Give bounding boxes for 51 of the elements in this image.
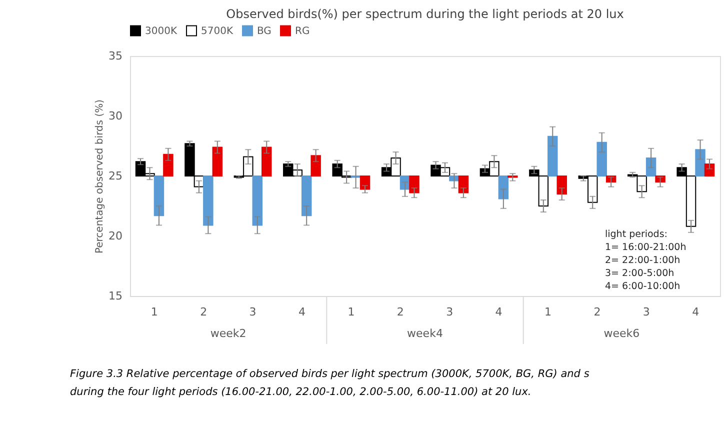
y-tick-label: 15 [108, 290, 122, 302]
bar [458, 176, 469, 194]
x-tick-label: 2 [200, 306, 208, 318]
y-tick-label: 30 [108, 110, 122, 122]
bar [154, 176, 164, 216]
x-tick-label: 4 [495, 306, 502, 318]
y-axis-title: Percentage observed birds (%) [94, 99, 106, 254]
x-tick-label: 2 [594, 306, 601, 318]
legend-label: 5700K [201, 26, 234, 37]
bar [498, 176, 509, 200]
x-tick-label: 1 [544, 306, 552, 318]
annotation: 1= 16:00-21:00h [605, 242, 686, 253]
bar [360, 176, 370, 190]
x-tick-label: 2 [396, 306, 404, 318]
bar [556, 176, 567, 194]
y-tick-label: 25 [108, 170, 122, 182]
legend-label: 3000K [145, 26, 178, 37]
bar [203, 176, 214, 226]
legend-label: BG [257, 26, 272, 37]
bar [596, 142, 607, 176]
bar [695, 149, 706, 176]
text: week6 [604, 327, 640, 340]
bar [310, 155, 321, 176]
y-tick-label: 35 [108, 50, 122, 62]
bar [212, 146, 223, 176]
bar [548, 136, 558, 176]
bar [163, 154, 174, 176]
bar [646, 158, 656, 176]
annotation: light periods: [605, 229, 668, 240]
bar [704, 164, 715, 176]
bar [409, 176, 420, 194]
x-tick-label: 1 [150, 306, 158, 318]
caption: Figure 3.3 Relative percentage of observed birds per light spectrum (3000K, 5700K, BG, RG) and s [70, 368, 590, 380]
x-tick-label: 3 [249, 306, 256, 318]
legend-label: RG [295, 26, 310, 37]
bar [262, 146, 272, 176]
x-tick-label: 4 [298, 306, 306, 318]
annotation: 2= 22:00-1:00h [605, 255, 680, 266]
text: during the four light periods (16.00-21.00, 22.00-1.00, 2.00-5.00, 6.00-11.00) at 20 lux. [70, 386, 532, 398]
x-tick-label: 1 [348, 306, 355, 318]
bar [301, 176, 312, 216]
chart-title: Observed birds(%) per spectrum during the light periods at 20 lux [226, 7, 624, 21]
x-tick-label: 3 [642, 306, 650, 318]
x-tick-label: 3 [446, 306, 454, 318]
text: week2 [210, 327, 246, 340]
y-tick-label: 20 [108, 230, 122, 242]
x-tick-label: 4 [692, 306, 700, 318]
annotation: 3= 2:00-5:00h [605, 268, 674, 279]
text: week4 [407, 327, 443, 340]
bar [252, 176, 262, 226]
annotation: 4= 6:00-10:00h [605, 281, 680, 292]
